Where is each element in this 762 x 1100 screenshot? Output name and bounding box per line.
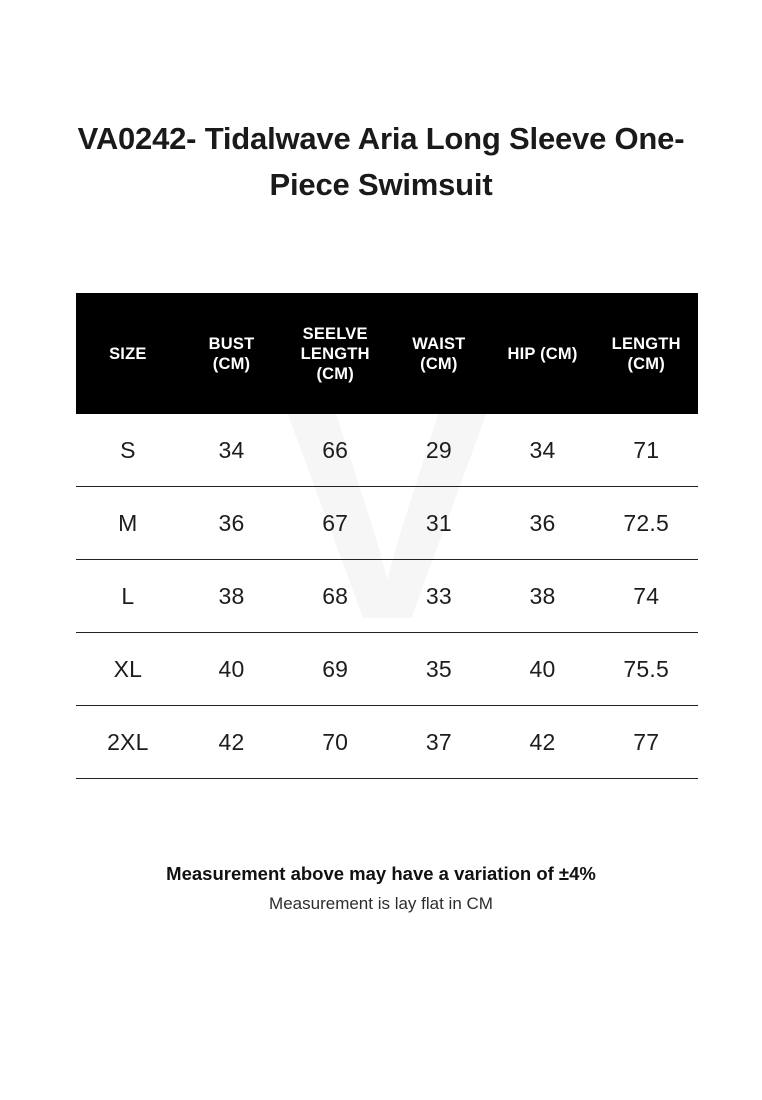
measurement-value: 75.5 [623,655,669,682]
measurement-value: 74 [633,582,660,609]
variation-note: Measurement above may have a variation o… [166,863,596,884]
table-row-l: L 38 68 33 38 74 [76,560,698,633]
measurement-value: 69 [322,655,349,682]
measurement-value: 35 [425,655,452,682]
measurement-value: 71 [633,436,660,463]
measurement-value: 40 [529,655,556,682]
measurement-value: 70 [322,728,349,755]
lay-flat-note: Measurement is lay flat in CM [269,894,493,913]
table-body: S 34 66 29 34 71 M 36 67 31 36 72.5 L 38 68 33 38 74 XL 40 6… [76,414,698,779]
column-header-hip-cm: HIP (CM) [507,344,578,363]
size-chart-table: V SIZE BUST (CM) SEELVE LENGTH (CM) WAIST (… [76,293,698,779]
table-row-2xl: 2XL 42 70 37 42 77 [76,706,698,779]
measurement-value: 38 [218,582,245,609]
measurement-value: 68 [322,582,349,609]
measurement-value: 37 [425,728,452,755]
measurement-value: 34 [218,436,245,463]
column-header-size: SIZE [109,344,147,363]
measurement-value: 36 [218,509,245,536]
size-label: S [120,436,136,463]
measurement-value: 38 [529,582,556,609]
measurement-value: 29 [425,436,452,463]
measurement-value: 67 [322,509,349,536]
measurement-value: 72.5 [623,509,669,536]
table-row-xl: XL 40 69 35 40 75.5 [76,633,698,706]
size-label: 2XL [107,728,149,755]
column-header-waist-cm: WAIST (CM) [412,334,466,373]
measurement-value: 66 [322,436,349,463]
size-label: XL [113,655,143,682]
table-header-row: SIZE BUST (CM) SEELVE LENGTH (CM) WAIST (CM… [76,293,698,414]
measurement-value: 42 [529,728,556,755]
measurement-value: 40 [218,655,245,682]
measurement-value: 36 [529,509,556,536]
measurement-value: 42 [218,728,245,755]
column-header-length-cm: LENGTH (CM) [611,334,681,373]
measurement-value: 31 [425,509,452,536]
size-label: M [118,509,138,536]
measurement-value: 33 [425,582,452,609]
column-header-seelve-length-cm: SEELVE LENGTH (CM) [300,324,370,383]
column-header-bust-cm: BUST (CM) [208,334,255,373]
measurement-value: 34 [529,436,556,463]
table-row-m: M 36 67 31 36 72.5 [76,487,698,560]
page-title: VA0242- Tidalwave Aria Long Sleeve One-P… [77,121,685,202]
measurement-value: 77 [633,728,660,755]
size-label: L [121,582,135,609]
table-row-s: S 34 66 29 34 71 [76,414,698,487]
footer-notes: Measurement above may have a variation o… [0,861,762,916]
